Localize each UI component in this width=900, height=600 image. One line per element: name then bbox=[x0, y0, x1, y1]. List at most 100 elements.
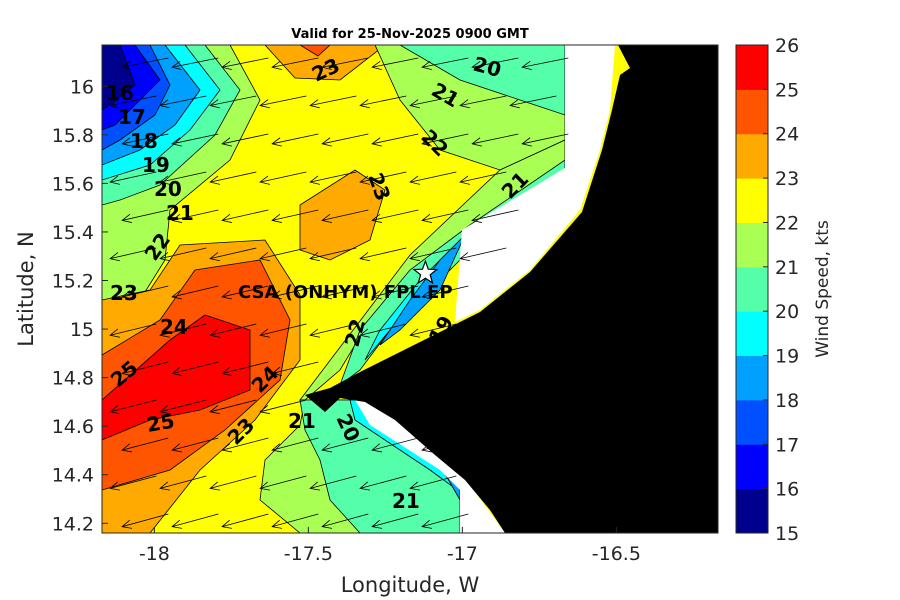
wind-arrow bbox=[371, 513, 419, 529]
wind-arrow bbox=[371, 437, 419, 453]
contour-label: 19 bbox=[142, 153, 170, 177]
wind-arrow bbox=[259, 95, 307, 109]
station-star-icon[interactable] bbox=[412, 259, 439, 285]
y-tick-label: 15 bbox=[70, 319, 94, 341]
wind-arrow bbox=[121, 57, 169, 71]
wind-arrow bbox=[209, 475, 257, 491]
y-axis-ticks: 16 15.8 15.6 15.4 15.2 15 14.8 14.6 14.4 14.2 bbox=[52, 76, 108, 535]
land-mass bbox=[305, 45, 718, 533]
wind-arrow bbox=[121, 361, 169, 376]
wind-arrow bbox=[309, 247, 357, 262]
wind-arrow bbox=[409, 171, 457, 185]
wind-arrow bbox=[459, 171, 507, 185]
wind-arrow bbox=[459, 95, 507, 109]
wind-arrow bbox=[121, 513, 169, 529]
wind-arrow bbox=[121, 437, 169, 453]
wind-arrow bbox=[171, 133, 219, 147]
wind-arrow bbox=[121, 209, 169, 223]
wind-arrow bbox=[171, 513, 219, 529]
colorbar-swatch bbox=[736, 45, 768, 90]
wind-arrow bbox=[309, 475, 357, 491]
wind-arrow bbox=[171, 285, 219, 300]
contour-fill bbox=[102, 45, 718, 533]
wind-arrow bbox=[421, 513, 469, 529]
wind-arrow bbox=[271, 361, 319, 376]
band-18-19 bbox=[379, 234, 466, 346]
wind-arrow bbox=[159, 171, 207, 185]
y-tick-label: 14.4 bbox=[52, 465, 94, 487]
contour-label: 18 bbox=[130, 129, 158, 153]
wind-arrow bbox=[271, 209, 319, 223]
wind-arrow bbox=[359, 95, 407, 109]
wind-arrow bbox=[159, 323, 207, 338]
wind-arrow bbox=[109, 399, 157, 415]
wind-arrow bbox=[371, 57, 419, 71]
wind-arrow bbox=[209, 247, 257, 262]
contour-label: 20 bbox=[154, 177, 182, 201]
wind-arrow bbox=[271, 57, 319, 71]
wind-arrow bbox=[159, 475, 207, 491]
colorbar-swatch bbox=[736, 266, 768, 312]
wind-vectors bbox=[109, 57, 569, 529]
wind-arrow bbox=[321, 57, 369, 71]
colorbar-swatch bbox=[736, 133, 768, 179]
wind-arrow bbox=[109, 247, 157, 262]
y-tick-label: 15.8 bbox=[52, 125, 94, 147]
x-tick-label: -16.5 bbox=[592, 543, 641, 565]
colorbar-swatch bbox=[736, 178, 768, 223]
wind-arrow bbox=[409, 323, 457, 338]
wind-arrow bbox=[471, 57, 519, 71]
colorbar-tick-label: 23 bbox=[775, 168, 799, 190]
wind-arrow bbox=[209, 399, 257, 415]
band-25-26 bbox=[102, 314, 251, 441]
wind-arrow bbox=[171, 361, 219, 376]
wind-arrow bbox=[359, 475, 407, 491]
y-tick-label: 14.8 bbox=[52, 368, 94, 390]
wind-arrow bbox=[109, 171, 157, 185]
wind-arrow bbox=[521, 133, 569, 147]
colorbar-swatch bbox=[736, 89, 768, 135]
contour-label: 24 bbox=[160, 315, 188, 339]
wind-arrow bbox=[259, 247, 307, 262]
wind-arrow bbox=[271, 285, 319, 300]
contour-label: 16 bbox=[106, 81, 134, 105]
band-15-16 bbox=[102, 45, 136, 111]
wind-arrow bbox=[471, 209, 519, 223]
colorbar-tick-label: 20 bbox=[775, 301, 799, 323]
colorbar-tick-label: 26 bbox=[775, 35, 799, 57]
wind-arrow bbox=[321, 133, 369, 147]
wind-arrow bbox=[259, 323, 307, 338]
wind-arrow bbox=[259, 475, 307, 491]
colorbar-label: Wind Speed, kts bbox=[813, 220, 833, 358]
colorbar-tick-label: 18 bbox=[775, 390, 799, 412]
wind-arrow bbox=[221, 437, 269, 453]
colorbar-swatch bbox=[736, 311, 768, 357]
colorbar-swatch bbox=[736, 488, 768, 534]
y-tick-label: 16 bbox=[70, 76, 94, 98]
wind-arrow bbox=[421, 285, 469, 300]
wind-arrow bbox=[459, 247, 507, 262]
coastal-no-data-strip bbox=[455, 45, 615, 322]
station-label: CSA (ONHYM) FPL EP bbox=[238, 282, 453, 303]
y-axis-label: Latitude, N bbox=[14, 231, 38, 347]
colorbar: 26 25 24 23 22 21 20 19 18 17 16 15 bbox=[735, 35, 799, 545]
x-tick-label: -17 bbox=[447, 543, 478, 565]
band-23-24 bbox=[299, 169, 386, 261]
wind-arrow bbox=[221, 361, 269, 376]
wind-arrow bbox=[171, 209, 219, 223]
colorbar-tick-label: 19 bbox=[775, 346, 799, 368]
y-tick-label: 15.4 bbox=[52, 222, 94, 244]
wind-arrow bbox=[221, 133, 269, 147]
wind-arrow bbox=[209, 95, 257, 109]
wind-arrow bbox=[321, 437, 369, 453]
wind-arrow bbox=[421, 437, 469, 453]
wind-arrow bbox=[221, 57, 269, 71]
wind-arrow bbox=[271, 133, 319, 147]
wind-arrow bbox=[109, 323, 157, 338]
wind-arrow bbox=[309, 171, 357, 185]
wind-arrow bbox=[371, 133, 419, 147]
x-tick-label: -18 bbox=[139, 543, 170, 565]
wind-arrow bbox=[259, 399, 307, 415]
colorbar-swatch bbox=[736, 444, 768, 490]
